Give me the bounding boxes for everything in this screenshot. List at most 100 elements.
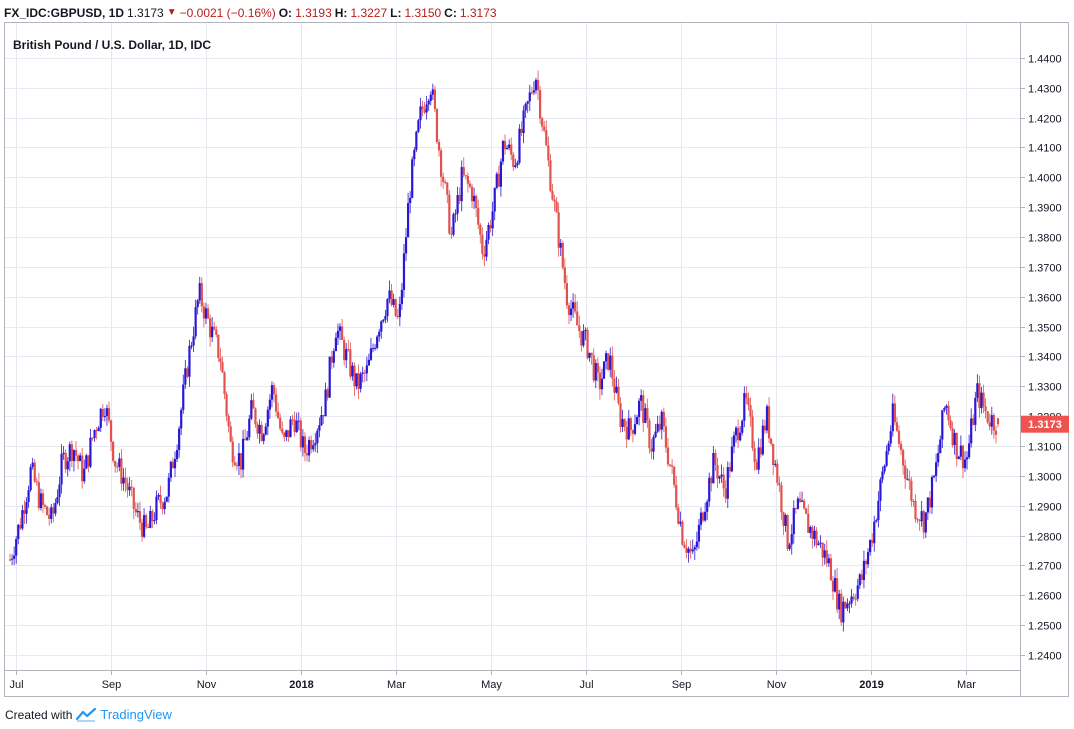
candle-up (765, 406, 769, 431)
candle-down (52, 507, 55, 514)
candle-up (361, 372, 364, 374)
candle-down (681, 521, 684, 545)
candle-down (171, 461, 175, 469)
candle-up (635, 416, 639, 425)
low-label: L: (390, 6, 402, 20)
candle-up (25, 501, 28, 514)
candle-up (328, 356, 331, 398)
candle-up (693, 547, 696, 550)
candle-down (330, 356, 333, 363)
candle-up (819, 542, 822, 544)
candle-up (184, 368, 187, 385)
candle-up (409, 197, 412, 204)
candle-down (450, 233, 453, 235)
candle-up (679, 521, 682, 524)
candle-up (699, 512, 703, 525)
candle-up (312, 445, 315, 450)
candle-down (994, 430, 998, 435)
candle-up (609, 355, 612, 370)
candle-down (710, 477, 713, 484)
candle-up (60, 453, 63, 485)
candle-up (963, 459, 967, 469)
candle-down (574, 302, 577, 312)
candle-up (411, 159, 414, 198)
candle-down (899, 443, 903, 451)
candle-down (231, 441, 234, 463)
tradingview-brand-link[interactable]: TradingView (100, 707, 172, 722)
candle-up (866, 552, 870, 565)
candle-up (514, 165, 517, 168)
candle-up (516, 162, 519, 166)
candle-up (404, 237, 408, 254)
candle-down (922, 511, 925, 533)
candle-down (279, 417, 282, 429)
candle-down (910, 480, 913, 501)
candle-up (926, 497, 929, 513)
candle-down (986, 411, 989, 423)
candle-up (792, 507, 795, 535)
candle-up (656, 423, 659, 432)
candle-up (891, 403, 894, 432)
price-axis-label: 1.2600 (1028, 591, 1062, 603)
candle-down (287, 430, 290, 438)
candle-up (270, 385, 274, 400)
candle-up (906, 478, 909, 480)
price-axis-label: 1.3600 (1028, 293, 1062, 305)
candle-down (497, 173, 500, 187)
candle-down (215, 329, 218, 335)
candle-up (188, 345, 191, 377)
price-axis-label: 1.4400 (1028, 54, 1062, 66)
time-axis[interactable]: Jul Sep Nov 2018 Mar May Jul Sep Nov 2019 Mar (9, 670, 976, 691)
candle-down (852, 596, 855, 599)
candle-down (916, 519, 919, 521)
candle-down (664, 426, 668, 448)
chart-frame[interactable]: 1.4400 1.4300 1.4200 1.4100 1.4000 1.3900 1.38… (4, 22, 1073, 697)
candle-up (965, 457, 969, 460)
candle-up (687, 548, 690, 553)
candle-up (258, 424, 261, 434)
candle-up (990, 415, 993, 427)
candle-up (13, 555, 16, 559)
candle-down (435, 108, 439, 142)
candle-down (545, 130, 548, 146)
candle-down (677, 507, 680, 524)
candle-down (988, 422, 991, 427)
time-axis-label: Mar (957, 679, 976, 691)
candle-down (623, 419, 626, 427)
candle-up (355, 373, 358, 387)
candle-up (386, 299, 389, 317)
candle-up (757, 447, 760, 470)
candle-down (586, 329, 589, 358)
candle-up (920, 511, 923, 522)
candle-down (786, 515, 789, 549)
candle-down (200, 283, 203, 307)
candle-up (460, 167, 463, 202)
candle-down (805, 508, 808, 514)
candle-down (683, 544, 686, 549)
candle-up (54, 503, 57, 514)
price-axis[interactable]: 1.4400 1.4300 1.4200 1.4100 1.4000 1.3900 1.38… (1020, 54, 1062, 663)
candle-down (70, 444, 73, 461)
candle-up (454, 213, 457, 215)
candle-down (864, 560, 868, 565)
price-axis-label: 1.4200 (1028, 114, 1062, 126)
candle-down (685, 548, 688, 553)
candle-down (479, 224, 482, 235)
candle-down (483, 253, 486, 257)
low-value: 1.3150 (404, 6, 442, 20)
candle-down (811, 527, 814, 539)
candlestick-chart[interactable]: 1.4400 1.4300 1.4200 1.4100 1.4000 1.3900 1.38… (4, 22, 1073, 697)
candle-down (347, 349, 350, 351)
candle-down (277, 411, 280, 418)
candle-up (615, 386, 618, 393)
candle-up (708, 477, 711, 502)
candle-up (487, 224, 490, 240)
candle-up (734, 427, 738, 436)
high-value: 1.3227 (350, 6, 388, 20)
candle-down (662, 411, 665, 427)
candle-down (955, 432, 958, 459)
candle-down (101, 408, 104, 417)
candle-down (256, 424, 259, 434)
candle-down (617, 386, 620, 404)
candle-down (145, 515, 148, 528)
